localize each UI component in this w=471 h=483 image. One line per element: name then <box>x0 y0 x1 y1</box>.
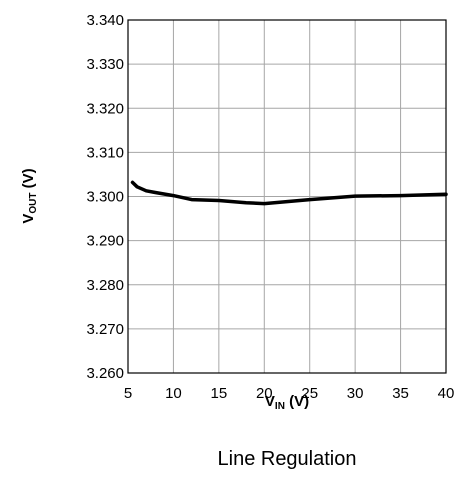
y-tick-label: 3.340 <box>86 12 124 29</box>
y-axis-label: VOUT (V) <box>20 168 39 223</box>
y-tick-label: 3.290 <box>86 233 124 250</box>
y-tick-label: 3.330 <box>86 56 124 73</box>
x-tick-label: 35 <box>392 385 409 402</box>
x-tick-label: 25 <box>301 385 318 402</box>
y-tick-label: 3.320 <box>86 100 124 117</box>
x-tick-label: 10 <box>165 385 182 402</box>
x-tick-label: 30 <box>347 385 364 402</box>
series-line-0 <box>130 180 448 206</box>
y-tick-label: 3.270 <box>86 321 124 338</box>
y-tick-label: 3.260 <box>86 365 124 382</box>
x-tick-label: 40 <box>438 385 455 402</box>
series-group <box>130 180 448 206</box>
y-tick-label: 3.310 <box>86 144 124 161</box>
x-tick-label: 20 <box>256 385 273 402</box>
plot-frame <box>127 19 447 374</box>
y-tick-label: 3.300 <box>86 189 124 206</box>
chart-caption: Line Regulation <box>218 448 357 470</box>
y-tick-label: 3.280 <box>86 277 124 294</box>
x-axis-label: VIN (V) <box>265 393 309 412</box>
x-tick-label: 5 <box>124 385 132 402</box>
x-axis-ticks: 5 10 15 20 25 30 35 40 <box>124 385 455 402</box>
y-axis-ticks: 3.260 3.270 3.280 3.290 3.300 3.310 3.320 3.330… <box>86 12 124 382</box>
x-tick-label: 15 <box>211 385 228 402</box>
